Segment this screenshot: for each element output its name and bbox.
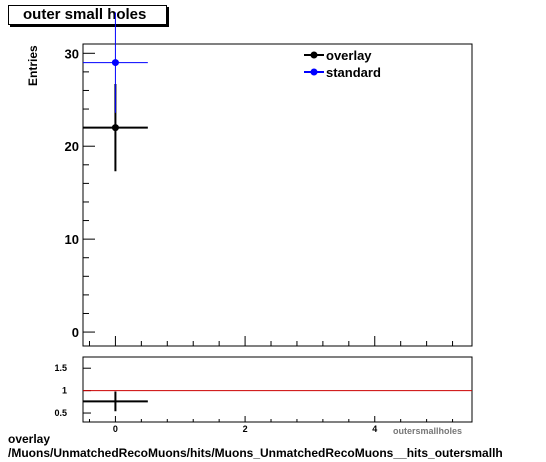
y-axis-label: Entries [26, 45, 40, 86]
data-point-overlay [111, 124, 119, 132]
data-point-standard [111, 59, 119, 67]
x-axis-label: outersmallholes [393, 426, 462, 436]
legend-marker-overlay [310, 51, 318, 59]
ratio-x-tick-label: 0 [113, 424, 118, 434]
y-tick-label: 30 [65, 46, 79, 61]
footer-line-2: /Muons/UnmatchedRecoMuons/hits/Muons_Unm… [8, 446, 503, 460]
main-plot-frame [82, 43, 473, 347]
y-tick-label: 10 [65, 232, 79, 247]
legend-label-overlay: overlay [326, 48, 372, 63]
legend-label-standard: standard [326, 65, 381, 80]
ratio-plot-frame [82, 356, 473, 423]
ratio-y-tick-label: 1.5 [54, 363, 67, 373]
ratio-x-tick-label: 2 [243, 424, 248, 434]
y-tick-label: 0 [72, 325, 79, 340]
ratio-x-tick-label: 4 [372, 424, 377, 434]
legend-marker-standard [310, 68, 318, 76]
ratio-y-tick-label: 0.5 [54, 408, 67, 418]
y-tick-label: 20 [65, 139, 79, 154]
ratio-y-tick-label: 1 [62, 386, 67, 396]
footer-line-1: overlay [8, 432, 51, 446]
